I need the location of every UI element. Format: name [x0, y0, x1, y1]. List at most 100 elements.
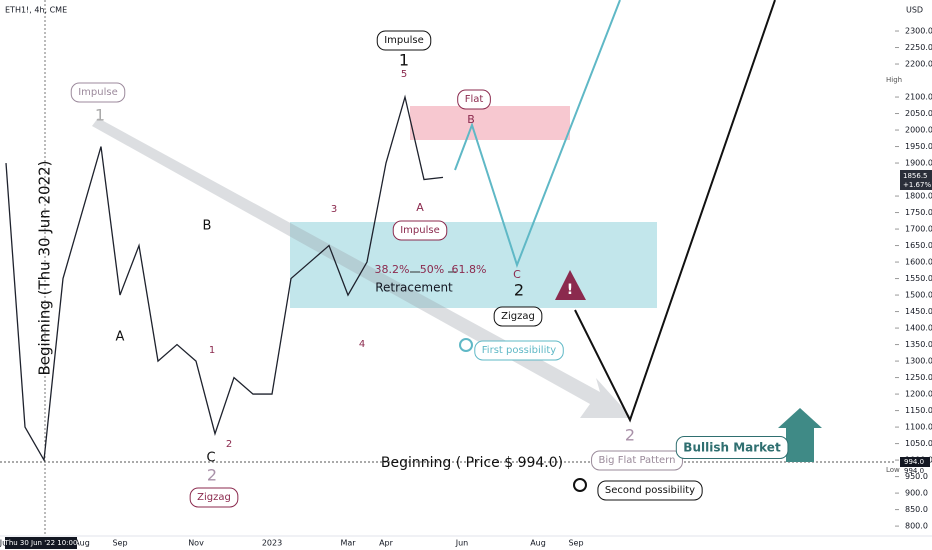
y-tick-label: 1750.0 [905, 208, 932, 217]
y-tick-label: 2250.0 [905, 43, 932, 52]
currency: USD [906, 6, 923, 15]
bulb-icon [459, 338, 473, 352]
y-tick-label: 800.0 [905, 522, 928, 531]
level-price: 994.0 [904, 458, 924, 466]
annotation-box [457, 89, 491, 110]
y-tick-label: 1800.0 [905, 192, 932, 201]
annotation: Impulse [78, 87, 118, 98]
annotation: 2 [514, 281, 524, 300]
high-label: High [886, 76, 902, 84]
y-tick-label: 1950.0 [905, 142, 932, 151]
y-tick-label: 1450.0 [905, 307, 932, 316]
annotation: B [467, 113, 475, 126]
y-tick-label: 1050.0 [905, 439, 932, 448]
annotation: Second possibility [605, 485, 695, 496]
y-tick-label: 2050.0 [905, 109, 932, 118]
y-tick-label: 1350.0 [905, 340, 932, 349]
y-tick-label: 1700.0 [905, 225, 932, 234]
symbol: ETH1!, 4h, CME [5, 6, 67, 15]
annotation-box [493, 306, 543, 327]
annotation: Zigzag [197, 492, 231, 503]
warning-mark: ! [567, 282, 573, 298]
y-tick-label: 900.0 [905, 489, 928, 498]
y-tick-label: 2100.0 [905, 93, 932, 102]
bulb-icon [573, 478, 587, 492]
annotation: C [206, 451, 215, 466]
y-tick-label: 1300.0 [905, 357, 932, 366]
x-tick-label: Aug [530, 539, 546, 548]
annotation-box [189, 487, 239, 508]
annotation: A [116, 330, 125, 345]
annotation: 61.8% [452, 263, 487, 276]
x-tick-label: Aug [74, 539, 90, 548]
y-tick-label: 2300.0 [905, 27, 932, 36]
level-box [900, 457, 930, 467]
price-line [5, 94, 444, 463]
annotation: C [513, 268, 521, 281]
x-tick-label: Sep [112, 539, 127, 548]
projection-first [454, 0, 621, 268]
annotation: Beginning ( Price $ 994.0) [381, 455, 563, 471]
annotation: Big Flat Pattern [599, 455, 676, 466]
projection-second [574, 0, 776, 423]
y-tick-label: 850.0 [905, 505, 928, 514]
annotation: 5 [401, 69, 407, 80]
annotation: 4 [359, 339, 365, 350]
low-price: 994.0 [904, 467, 924, 475]
annotation-box [70, 82, 126, 103]
y-tick-label: 1250.0 [905, 373, 932, 382]
annotation: 38.2% [375, 263, 410, 276]
x-tick-label: 2023 [262, 539, 282, 548]
x-tick-label: Sep [568, 539, 583, 548]
last-price: 1856.5 [903, 172, 928, 180]
annotation-box [597, 480, 703, 501]
annotation-box [392, 220, 448, 241]
up-arrow [778, 408, 822, 462]
y-tick-label: 1100.0 [905, 423, 932, 432]
annotation-box [591, 450, 683, 471]
annotation: Impulse [384, 35, 424, 46]
annotation: Flat [465, 94, 484, 105]
annotation: 1 [95, 106, 105, 125]
y-tick-label: 1600.0 [905, 258, 932, 267]
crosshair-date: Thu 30 Jun '22 10:00 [4, 539, 78, 547]
annotation: 2 [625, 426, 635, 445]
annotation: B [203, 219, 212, 234]
annotation: 2 [226, 439, 232, 450]
x-tick-label: Nov [188, 539, 204, 548]
annotation: 1 [399, 51, 409, 70]
last-price-box [900, 170, 932, 190]
annotation: A [416, 201, 424, 214]
x-tick-label: Mar [340, 539, 356, 548]
annotation: Impulse [400, 225, 440, 236]
y-tick-label: 1550.0 [905, 274, 932, 283]
x-tick-label: Apr [379, 539, 394, 548]
flat-zone [410, 106, 570, 140]
y-tick-label: 2000.0 [905, 126, 932, 135]
annotation-box [376, 30, 432, 51]
annotation: 2 [207, 466, 217, 485]
annotation: Retracement [375, 281, 453, 295]
y-tick-label: 1200.0 [905, 390, 932, 399]
annotation: Zigzag [501, 311, 535, 322]
warning-icon [555, 270, 586, 300]
annotation: 50% [420, 263, 444, 276]
annotation: Bullish Market [683, 441, 781, 455]
x-tick-label: Jun [455, 539, 469, 548]
crosshair-date-box [5, 537, 77, 549]
y-tick-label: 1150.0 [905, 406, 932, 415]
retracement-zone [290, 222, 657, 308]
y-tick-label: 1650.0 [905, 241, 932, 250]
annotation: First possibility [482, 345, 556, 356]
annotation: 1 [209, 345, 215, 356]
annotation: 3 [331, 204, 337, 215]
y-tick-label: 1500.0 [905, 291, 932, 300]
y-tick-label: 1400.0 [905, 324, 932, 333]
annotation-box [474, 340, 564, 361]
beginning-date: Beginning (Thu 30 Jun 2022) [36, 160, 54, 375]
low-label: Low [886, 466, 900, 474]
y-tick-label: 2200.0 [905, 60, 932, 69]
y-tick-label: 950.0 [905, 472, 928, 481]
last-change: +1.67% [903, 181, 931, 189]
